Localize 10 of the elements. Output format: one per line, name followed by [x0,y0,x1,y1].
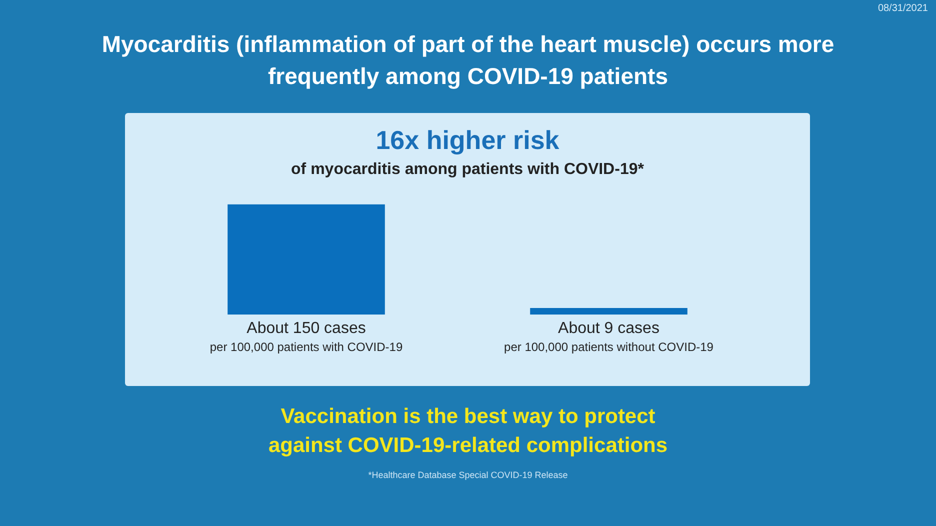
chart-subtitle: 16x higher risk [374,125,560,156]
x-tick-label: per 100,000 patients with COVID-19 [210,340,403,354]
x-tick-label: per 100,000 patients without COVID-19 [504,340,714,354]
text: *Healthcare Database Special COVID-19 Release [367,470,569,480]
data-label: About 9 cases [558,320,660,338]
chart-title: Myocarditis (inflammation of part of the heart muscle) occurs more frequently among COVID-19 patients [100,30,836,91]
text: Vaccination is the best way to protect against COVID-19-related complications [267,404,669,459]
text: of myocarditis among patients with COVID-19* [290,161,645,179]
text: 08/31/2021 [878,3,928,14]
data-label: About 150 cases [246,320,366,338]
